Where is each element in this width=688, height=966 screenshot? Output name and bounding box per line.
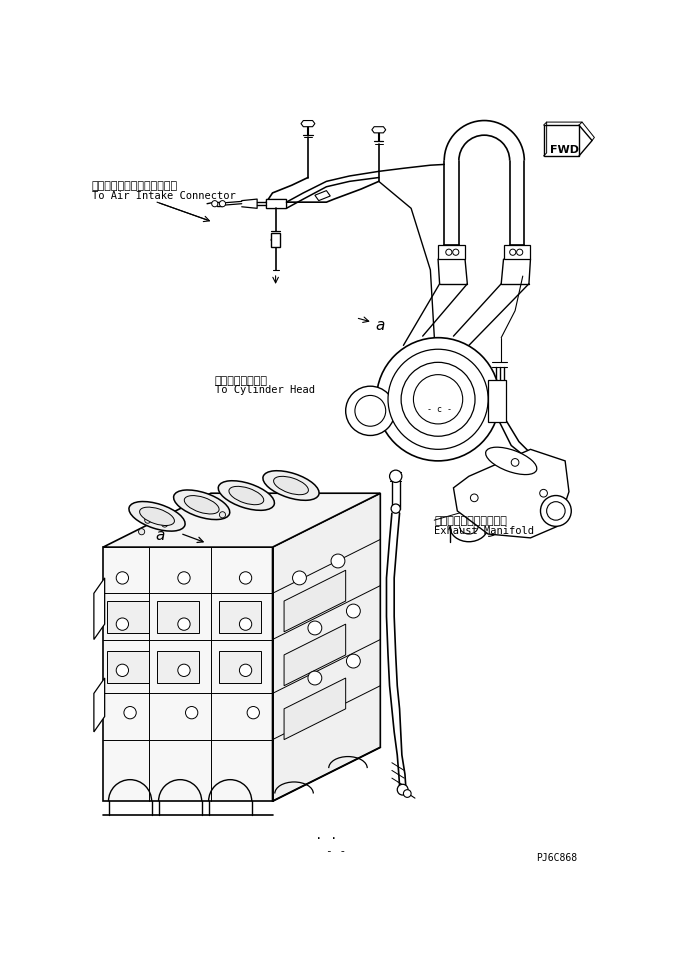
Circle shape (388, 350, 488, 449)
Circle shape (401, 362, 475, 437)
Text: - c -: - c - (427, 406, 451, 414)
Circle shape (397, 784, 408, 795)
Circle shape (547, 501, 565, 520)
Ellipse shape (486, 447, 537, 474)
Circle shape (471, 494, 478, 501)
Circle shape (116, 572, 129, 584)
Polygon shape (284, 624, 345, 686)
Text: Exhaust Manifold: Exhaust Manifold (434, 526, 534, 536)
Ellipse shape (129, 501, 185, 531)
Text: PJ6C868: PJ6C868 (536, 853, 577, 863)
Circle shape (331, 554, 345, 568)
Circle shape (212, 201, 218, 207)
Circle shape (178, 618, 190, 630)
Polygon shape (103, 547, 272, 801)
Polygon shape (94, 578, 105, 639)
Polygon shape (266, 199, 286, 209)
Circle shape (389, 470, 402, 482)
Text: シリンダヘッドへ: シリンダヘッドへ (215, 376, 268, 386)
Polygon shape (315, 190, 330, 201)
Circle shape (292, 571, 306, 584)
Ellipse shape (140, 507, 175, 526)
Ellipse shape (184, 496, 219, 514)
Text: · ·: · · (315, 832, 337, 845)
Circle shape (116, 665, 129, 676)
Polygon shape (301, 121, 315, 127)
Ellipse shape (229, 486, 264, 504)
Circle shape (254, 497, 260, 502)
Circle shape (186, 706, 198, 719)
Circle shape (239, 618, 252, 630)
Text: - -: - - (326, 846, 347, 856)
Polygon shape (107, 651, 149, 683)
Polygon shape (219, 601, 261, 634)
Circle shape (178, 665, 190, 676)
Text: a: a (155, 527, 165, 543)
Circle shape (347, 654, 361, 668)
Text: エアーインテークコネクタへ: エアーインテークコネクタへ (92, 182, 178, 191)
Circle shape (208, 505, 214, 512)
Polygon shape (372, 127, 386, 133)
Text: To Air Intake Connector: To Air Intake Connector (92, 191, 235, 201)
Ellipse shape (173, 490, 230, 520)
Ellipse shape (263, 470, 319, 500)
Polygon shape (284, 678, 345, 740)
Circle shape (517, 249, 523, 255)
Circle shape (144, 517, 151, 524)
Circle shape (541, 496, 571, 526)
Circle shape (247, 706, 259, 719)
Circle shape (239, 665, 252, 676)
Circle shape (239, 572, 252, 584)
Circle shape (539, 490, 548, 497)
Circle shape (446, 249, 452, 255)
Circle shape (308, 671, 322, 685)
Circle shape (138, 528, 144, 535)
Circle shape (391, 504, 400, 513)
Polygon shape (103, 494, 380, 547)
Circle shape (124, 706, 136, 719)
Polygon shape (544, 126, 579, 156)
Circle shape (376, 338, 499, 461)
Circle shape (403, 789, 411, 797)
Polygon shape (284, 570, 345, 632)
Polygon shape (438, 245, 465, 259)
Ellipse shape (218, 481, 275, 510)
Circle shape (219, 201, 226, 207)
Polygon shape (272, 494, 380, 801)
Text: FWD: FWD (550, 145, 579, 156)
Polygon shape (94, 678, 105, 732)
Circle shape (162, 521, 168, 527)
Polygon shape (157, 651, 200, 683)
Circle shape (453, 249, 459, 255)
Circle shape (347, 604, 361, 618)
Polygon shape (107, 601, 149, 634)
Circle shape (219, 512, 226, 518)
Circle shape (308, 621, 322, 635)
Circle shape (510, 249, 516, 255)
Polygon shape (453, 449, 569, 538)
Circle shape (511, 459, 519, 467)
Text: エキゾーストマニホルド: エキゾーストマニホルド (434, 516, 507, 526)
Polygon shape (488, 380, 506, 422)
Circle shape (413, 375, 463, 424)
Polygon shape (157, 601, 200, 634)
Text: To Cylinder Head: To Cylinder Head (215, 385, 315, 395)
Polygon shape (271, 233, 280, 247)
Circle shape (116, 618, 129, 630)
Polygon shape (219, 651, 261, 683)
Circle shape (345, 386, 395, 436)
Ellipse shape (274, 476, 308, 495)
Polygon shape (504, 245, 530, 259)
Circle shape (178, 572, 190, 584)
Text: a: a (375, 319, 385, 333)
Circle shape (355, 395, 386, 426)
